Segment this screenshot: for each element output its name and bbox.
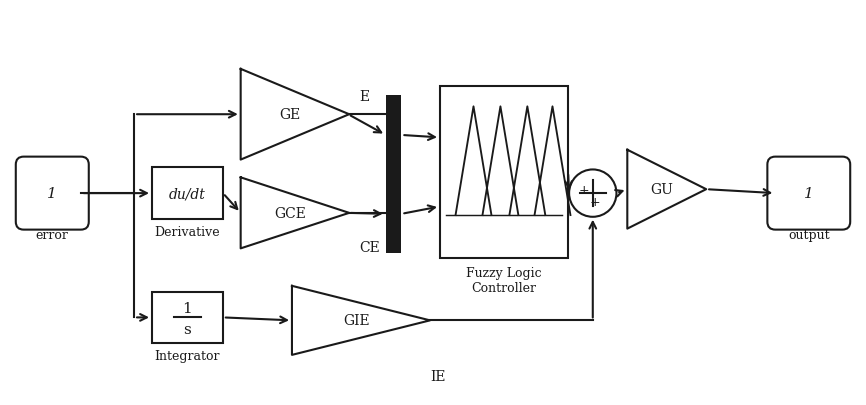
Bar [385, 96, 402, 254]
Text: GE: GE [280, 108, 301, 122]
Text: E: E [359, 90, 369, 103]
Text: 1: 1 [48, 187, 57, 200]
Text: GIE: GIE [343, 313, 370, 328]
Bar [152, 292, 223, 343]
Text: 1: 1 [804, 187, 814, 200]
Text: CE: CE [359, 241, 380, 255]
Text: Fuzzy Logic
Controller: Fuzzy Logic Controller [466, 266, 542, 294]
FancyBboxPatch shape [16, 157, 89, 230]
Text: GCE: GCE [274, 206, 306, 220]
FancyBboxPatch shape [767, 157, 850, 230]
Text: Integrator: Integrator [155, 349, 220, 362]
Text: IE: IE [430, 369, 445, 383]
Text: Derivative: Derivative [155, 225, 220, 238]
Text: error: error [36, 228, 68, 241]
Circle shape [569, 170, 617, 217]
Text: du/dt: du/dt [169, 187, 206, 200]
Bar [152, 168, 223, 219]
Text: output: output [788, 228, 830, 241]
Text: 1: 1 [183, 301, 192, 315]
Text: GU: GU [650, 183, 673, 197]
Text: s: s [184, 322, 191, 337]
Text: +: + [590, 196, 600, 209]
Text: +: + [578, 183, 589, 196]
Bar [440, 86, 568, 258]
